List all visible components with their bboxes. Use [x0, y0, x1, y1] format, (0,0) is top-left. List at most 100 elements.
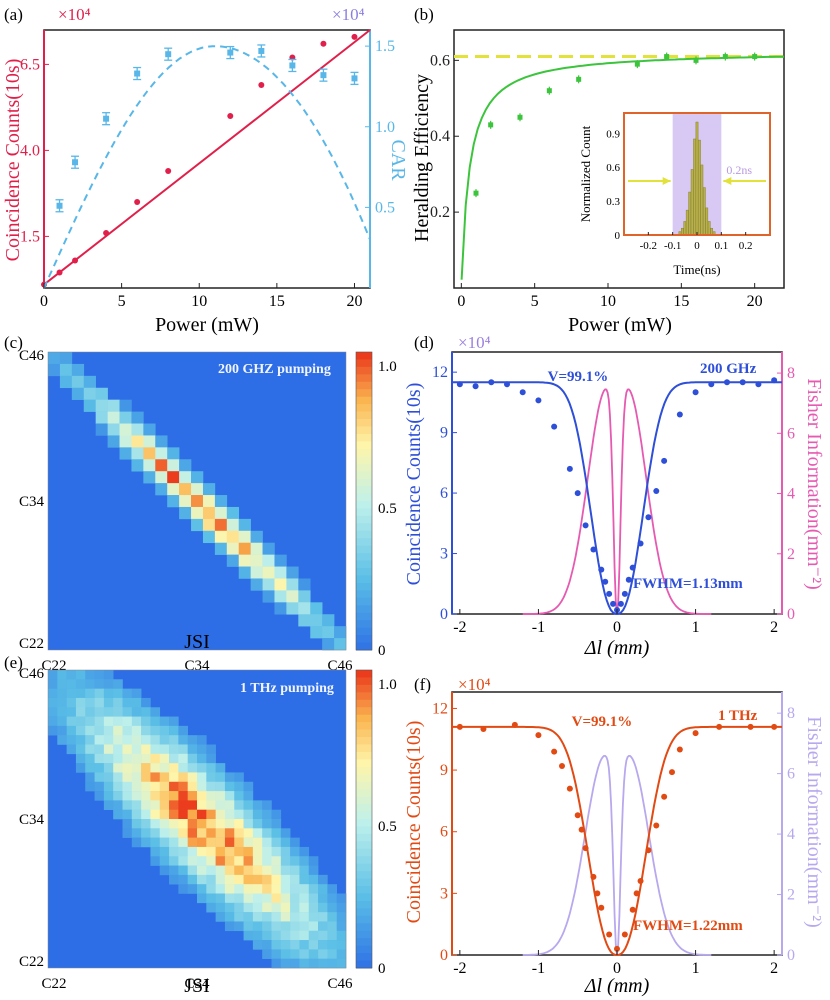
heatmap-cell-e: [159, 837, 170, 848]
heatmap-y-tick-label-e: C22: [19, 954, 44, 970]
heatmap-cell-e: [141, 735, 151, 745]
heatmap-cell-c: [191, 495, 204, 508]
heatmap-cell-e: [290, 949, 300, 959]
y-axis-label-b: Heralding Efficiency: [411, 74, 433, 242]
heatmap-cell-e: [150, 781, 161, 792]
inset-histogram-bar-b: [702, 187, 706, 236]
heatmap-cell-e: [262, 884, 272, 894]
heatmap-cell-e: [169, 791, 179, 801]
heatmap-cell-e: [280, 828, 291, 838]
heatmap-cell-c: [298, 578, 311, 591]
colorbar-segment-c: [356, 515, 372, 524]
hom-data-point-f: [594, 890, 601, 897]
heatmap-cell-e: [224, 828, 235, 838]
heatmap-cell-e: [215, 893, 226, 904]
colorbar-segment-c: [356, 352, 372, 360]
car-point-a: [103, 115, 110, 122]
heatmap-cell-e: [234, 921, 244, 932]
heatmap-cell-e: [131, 828, 142, 838]
panel-a-x-tick-label: 5: [118, 293, 126, 310]
colorbar-segment-e: [356, 819, 372, 827]
colorbar-segment-e: [356, 848, 372, 857]
hom-data-point-d: [566, 465, 573, 472]
heatmap-cell-e: [299, 949, 310, 959]
heatmap-cell-c: [155, 459, 168, 472]
car-fit-curve-a: [43, 45, 371, 289]
heatmap-cell-e: [262, 921, 272, 932]
heatmap-cell-e: [280, 884, 291, 894]
heatmap-cell-e: [271, 846, 282, 857]
heatmap-cell-e: [299, 930, 310, 941]
heatmap-cell-e: [48, 688, 58, 699]
heatmap-cell-e: [103, 735, 114, 745]
heatmap-cell-e: [280, 846, 291, 857]
heatmap-cell-e: [299, 958, 310, 969]
heatmap-cell-c: [143, 447, 156, 460]
inset-histogram-bar-b: [700, 164, 704, 236]
heatmap-cell-c: [83, 399, 96, 412]
heatmap-cell-e: [215, 865, 226, 876]
colorbar-segment-e: [356, 953, 372, 962]
heatmap-cell-e: [252, 930, 263, 941]
inset-x-label-b: Time(ns): [673, 262, 720, 277]
heatmap-cell-e: [66, 670, 77, 680]
colorbar-tick-label-c: 0: [378, 643, 386, 659]
heatmap-cell-e: [243, 828, 254, 838]
heatmap-cell-e: [48, 707, 58, 717]
heatmap-cell-e: [103, 763, 114, 773]
heatmap-cell-e: [169, 725, 179, 736]
y-axis-label-f: Coincidence Counts(10s): [403, 721, 425, 924]
heatmap-cell-e: [280, 940, 291, 950]
heatmap-cell-e: [243, 846, 254, 857]
heatmap-cell-e: [215, 874, 226, 885]
heatmap-cell-e: [48, 679, 58, 689]
heatmap-cell-e: [150, 763, 161, 773]
coincidence-point-a: [165, 168, 172, 175]
heatmap-cell-e: [131, 837, 142, 848]
heatmap-cell-e: [336, 893, 347, 904]
heatmap-cell-e: [234, 874, 244, 885]
heatmap-cell-e: [197, 763, 207, 773]
heatmap-title-c: 200 GHZ pumping: [218, 362, 331, 377]
heatmap-cell-e: [262, 865, 272, 876]
heatmap-cell-e: [103, 670, 114, 680]
heatmap-cell-e: [94, 725, 105, 736]
colorbar-segment-c: [356, 471, 372, 480]
heatmap-cell-c: [238, 530, 251, 544]
heatmap-cell-e: [243, 837, 254, 848]
heatmap-cell-c: [214, 506, 228, 520]
hom-data-point-d: [708, 381, 715, 388]
colorbar-tick-label-c: 1.0: [378, 359, 397, 375]
hom-data-point-f: [456, 723, 463, 730]
inset-histogram-bar-b: [688, 191, 692, 236]
heatmap-cell-c: [322, 614, 335, 627]
data-point-b: [473, 190, 479, 196]
heatmap-cell-e: [159, 791, 170, 801]
x-axis-label-f: Δl (mm): [584, 975, 650, 997]
heatmap-cell-e: [75, 735, 86, 745]
heatmap-cell-e: [271, 828, 282, 838]
heatmap-cell-e: [308, 865, 319, 876]
hom-data-point-d: [692, 389, 699, 396]
hom-data-point-d: [456, 381, 463, 388]
visibility-f: V=99.1%: [572, 714, 633, 730]
heatmap-cell-c: [238, 518, 251, 532]
heatmap-cell-c: [167, 471, 180, 484]
panel-a-y-tick-label: 4.0: [20, 142, 40, 159]
y2-multiplier-a: ×10⁴: [332, 5, 365, 24]
heatmap-cell-e: [271, 902, 282, 913]
colorbar-segment-e: [356, 766, 372, 775]
heatmap-cell-e: [131, 791, 142, 801]
heatmap-cell-e: [57, 725, 67, 736]
colorbar-segment-e: [356, 759, 372, 768]
heatmap-cell-c: [262, 566, 275, 579]
heatmap-cell-e: [122, 828, 133, 838]
heatmap-cell-e: [318, 958, 328, 969]
car-point-a: [320, 72, 327, 79]
heatmap-cell-e: [94, 744, 105, 755]
heatmap-cell-e: [327, 884, 337, 894]
heatmap-cell-e: [206, 819, 216, 829]
hom-data-point-d: [739, 379, 746, 386]
panel-d-y2-tick-label: 4: [787, 486, 795, 503]
colorbar-segment-e: [356, 796, 372, 805]
